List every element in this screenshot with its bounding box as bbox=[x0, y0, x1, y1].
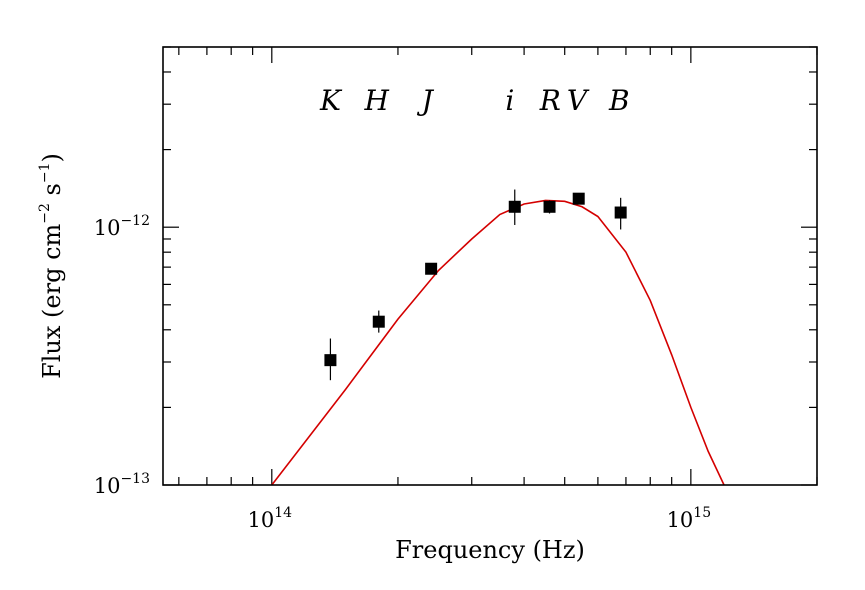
x-tick-label: 1015 bbox=[667, 505, 712, 532]
data-point-B bbox=[614, 206, 627, 219]
model-curve-layer bbox=[271, 199, 725, 485]
tick-labels-layer: 1014 1015 10−13 10−12 bbox=[94, 213, 711, 532]
plot-frame bbox=[162, 46, 818, 486]
y-tick-label: 10−12 bbox=[94, 213, 150, 240]
band-label-B: B bbox=[608, 84, 630, 117]
data-point-K bbox=[324, 354, 337, 367]
data-point-H bbox=[372, 315, 385, 328]
model-curve-line bbox=[271, 199, 725, 485]
data-point-J bbox=[425, 262, 438, 275]
band-label-V: V bbox=[567, 84, 590, 117]
data-point-i bbox=[508, 200, 521, 213]
y-tick-label: 10−13 bbox=[94, 471, 150, 498]
data-point-R bbox=[543, 200, 556, 213]
band-label-K: K bbox=[319, 84, 343, 117]
data-points-layer bbox=[324, 189, 627, 381]
band-label-i: i bbox=[505, 84, 514, 117]
x-axis-title: Frequency (Hz) bbox=[395, 536, 585, 564]
band-label-H: H bbox=[364, 84, 390, 117]
axis-ticks bbox=[163, 46, 818, 486]
band-label-R: R bbox=[539, 84, 561, 117]
data-point-V bbox=[572, 192, 585, 205]
x-tick-label: 1014 bbox=[248, 505, 293, 532]
band-label-J: J bbox=[417, 84, 435, 117]
y-axis-title: Flux (erg cm−2 s−1) bbox=[37, 153, 66, 379]
